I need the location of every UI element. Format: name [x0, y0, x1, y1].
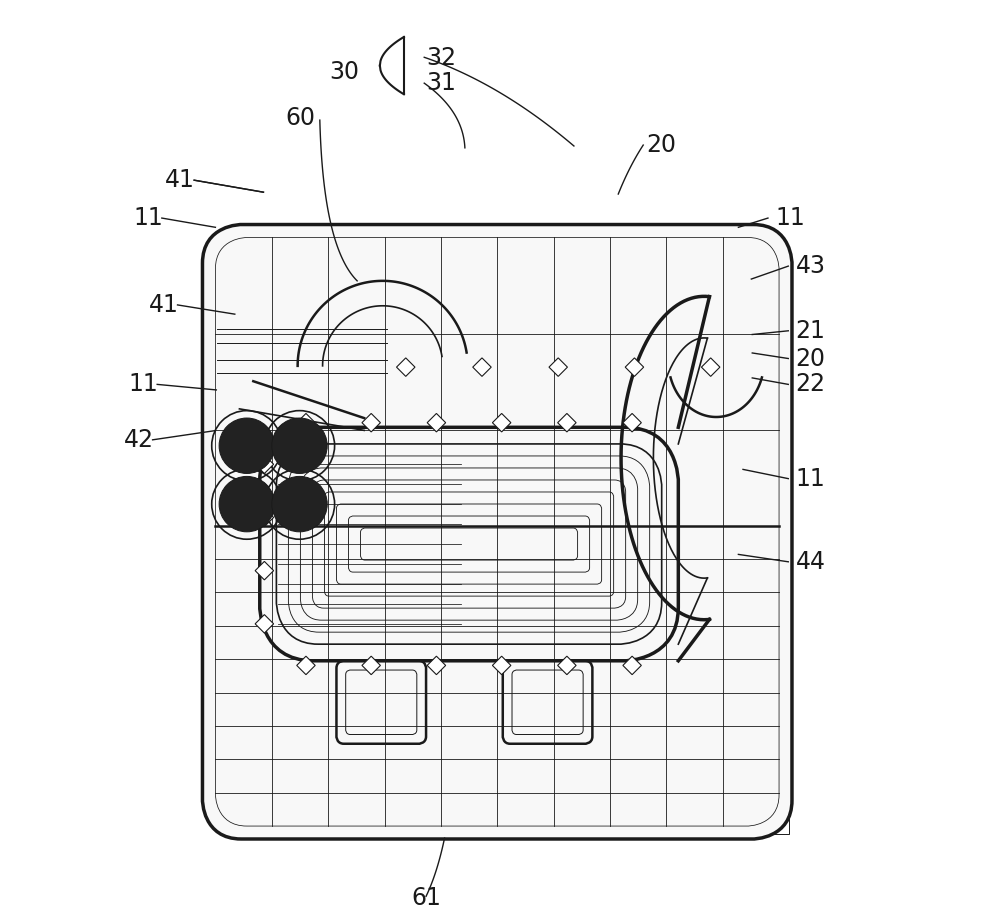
- Bar: [275, 232, 306, 250]
- Text: 11: 11: [128, 372, 158, 396]
- Polygon shape: [473, 358, 491, 376]
- Text: 11: 11: [775, 206, 805, 230]
- Circle shape: [219, 477, 275, 532]
- Text: 11: 11: [133, 206, 163, 230]
- Polygon shape: [701, 358, 720, 376]
- Polygon shape: [397, 358, 415, 376]
- Polygon shape: [297, 413, 315, 432]
- Polygon shape: [623, 413, 641, 432]
- Text: 41: 41: [165, 168, 195, 192]
- Bar: [678, 818, 706, 834]
- Text: 11: 11: [796, 467, 825, 491]
- Circle shape: [760, 583, 773, 596]
- Circle shape: [760, 787, 773, 800]
- Polygon shape: [492, 413, 511, 432]
- Circle shape: [222, 787, 235, 800]
- Text: 61: 61: [411, 886, 441, 910]
- Text: 30: 30: [330, 60, 360, 84]
- Text: 41: 41: [149, 293, 178, 317]
- Polygon shape: [625, 358, 644, 376]
- Circle shape: [222, 542, 235, 555]
- Circle shape: [219, 418, 275, 473]
- Bar: [686, 232, 717, 250]
- Circle shape: [760, 542, 773, 555]
- Polygon shape: [492, 656, 511, 675]
- Polygon shape: [255, 614, 274, 633]
- Circle shape: [222, 624, 235, 637]
- Circle shape: [272, 477, 327, 532]
- Bar: [544, 818, 572, 834]
- Polygon shape: [362, 656, 380, 675]
- Circle shape: [760, 664, 773, 677]
- Text: 60: 60: [285, 106, 315, 130]
- Circle shape: [222, 747, 235, 760]
- Bar: [575, 232, 606, 250]
- Text: 20: 20: [796, 346, 826, 371]
- Text: 21: 21: [796, 319, 826, 343]
- Text: 42: 42: [123, 428, 153, 452]
- Polygon shape: [558, 656, 576, 675]
- Polygon shape: [558, 413, 576, 432]
- Circle shape: [760, 747, 773, 760]
- Text: 20: 20: [646, 133, 676, 157]
- Circle shape: [760, 706, 773, 719]
- Polygon shape: [549, 358, 567, 376]
- Bar: [761, 818, 789, 834]
- Bar: [455, 232, 486, 250]
- Polygon shape: [297, 656, 315, 675]
- Text: 32: 32: [426, 46, 456, 70]
- Polygon shape: [427, 413, 446, 432]
- Polygon shape: [362, 413, 380, 432]
- Text: 31: 31: [426, 71, 456, 95]
- Polygon shape: [255, 562, 274, 580]
- Bar: [420, 818, 447, 834]
- Circle shape: [222, 664, 235, 677]
- Polygon shape: [255, 455, 274, 473]
- Polygon shape: [255, 508, 274, 527]
- Text: 43: 43: [796, 254, 826, 278]
- Text: 44: 44: [796, 550, 826, 574]
- Circle shape: [222, 583, 235, 596]
- Circle shape: [760, 624, 773, 637]
- Circle shape: [222, 706, 235, 719]
- Circle shape: [272, 418, 327, 473]
- Bar: [299, 818, 327, 834]
- Bar: [358, 232, 389, 250]
- Text: 22: 22: [796, 372, 826, 396]
- Polygon shape: [427, 656, 446, 675]
- Polygon shape: [623, 656, 641, 675]
- PathPatch shape: [202, 225, 792, 839]
